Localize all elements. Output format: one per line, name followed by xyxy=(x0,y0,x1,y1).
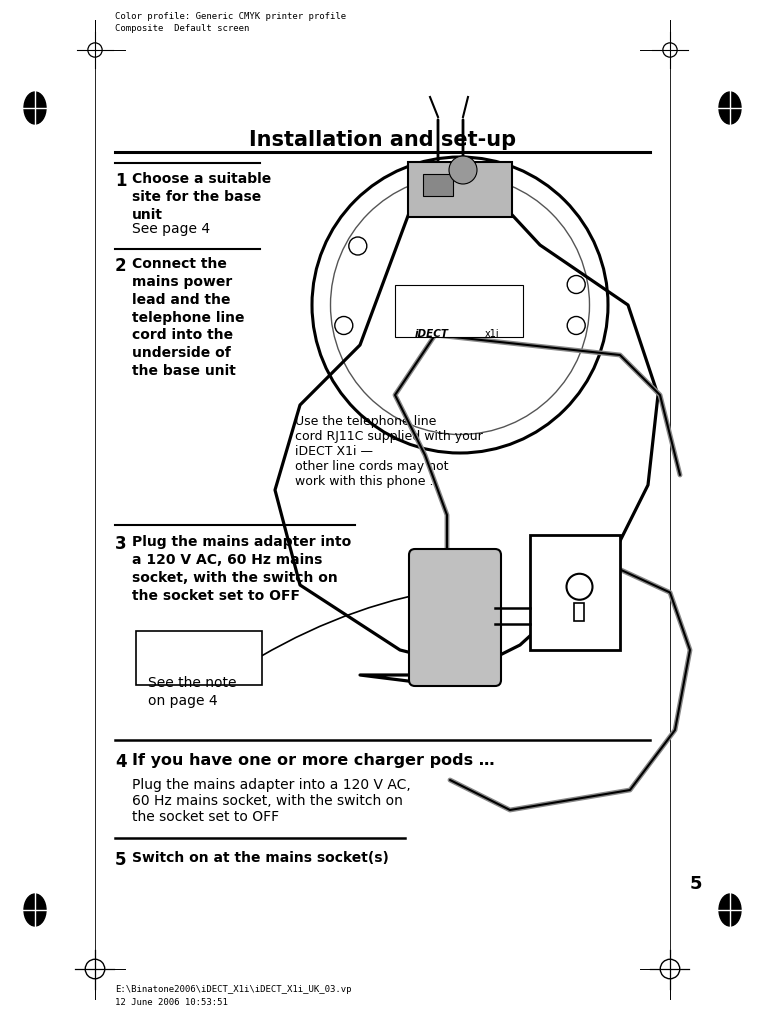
Text: Installation and set-up: Installation and set-up xyxy=(249,130,516,150)
Text: other line cords may not: other line cords may not xyxy=(295,460,448,473)
Circle shape xyxy=(449,156,477,184)
Text: Choose a suitable
site for the base
unit: Choose a suitable site for the base unit xyxy=(132,172,272,222)
Ellipse shape xyxy=(719,92,741,124)
Text: 5: 5 xyxy=(690,875,702,893)
FancyBboxPatch shape xyxy=(423,174,453,196)
Text: 12 June 2006 10:53:51: 12 June 2006 10:53:51 xyxy=(115,998,228,1007)
Text: Use the telephone line: Use the telephone line xyxy=(295,415,436,428)
Text: 2: 2 xyxy=(115,257,127,275)
FancyBboxPatch shape xyxy=(136,631,262,685)
Text: work with this phone .: work with this phone . xyxy=(295,475,434,488)
Text: Connect the
mains power
lead and the
telephone line
cord into the
underside of
t: Connect the mains power lead and the tel… xyxy=(132,257,245,378)
Text: 5: 5 xyxy=(115,851,126,869)
Ellipse shape xyxy=(24,894,46,926)
FancyBboxPatch shape xyxy=(530,535,620,650)
FancyBboxPatch shape xyxy=(575,603,584,622)
Text: Color profile: Generic CMYK printer profile: Color profile: Generic CMYK printer prof… xyxy=(115,12,346,21)
FancyBboxPatch shape xyxy=(409,549,501,686)
Text: iDECT X1i —: iDECT X1i — xyxy=(295,445,373,458)
Ellipse shape xyxy=(719,894,741,926)
Text: the socket set to OFF: the socket set to OFF xyxy=(132,810,279,824)
Text: cord RJ11C supplied with your: cord RJ11C supplied with your xyxy=(295,430,483,443)
Text: 3: 3 xyxy=(115,535,127,553)
Text: Plug the mains adapter into
a 120 V AC, 60 Hz mains
socket, with the switch on
t: Plug the mains adapter into a 120 V AC, … xyxy=(132,535,351,602)
Text: If you have one or more charger pods …: If you have one or more charger pods … xyxy=(132,753,495,768)
Text: x1i: x1i xyxy=(485,329,500,339)
Text: 1: 1 xyxy=(115,172,126,190)
Text: 60 Hz mains socket, with the switch on: 60 Hz mains socket, with the switch on xyxy=(132,794,403,808)
Text: 4: 4 xyxy=(115,753,127,771)
Text: Switch on at the mains socket(s): Switch on at the mains socket(s) xyxy=(132,851,389,865)
FancyBboxPatch shape xyxy=(408,162,512,217)
FancyBboxPatch shape xyxy=(395,285,523,337)
Ellipse shape xyxy=(24,92,46,124)
Text: iDECT: iDECT xyxy=(415,329,449,339)
Text: Plug the mains adapter into a 120 V AC,: Plug the mains adapter into a 120 V AC, xyxy=(132,777,411,792)
Text: See page 4: See page 4 xyxy=(132,222,210,236)
Text: Composite  Default screen: Composite Default screen xyxy=(115,24,249,33)
Text: E:\Binatone2006\iDECT_X1i\iDECT_X1i_UK_03.vp: E:\Binatone2006\iDECT_X1i\iDECT_X1i_UK_0… xyxy=(115,985,351,994)
Text: See the note
on page 4: See the note on page 4 xyxy=(148,676,236,708)
